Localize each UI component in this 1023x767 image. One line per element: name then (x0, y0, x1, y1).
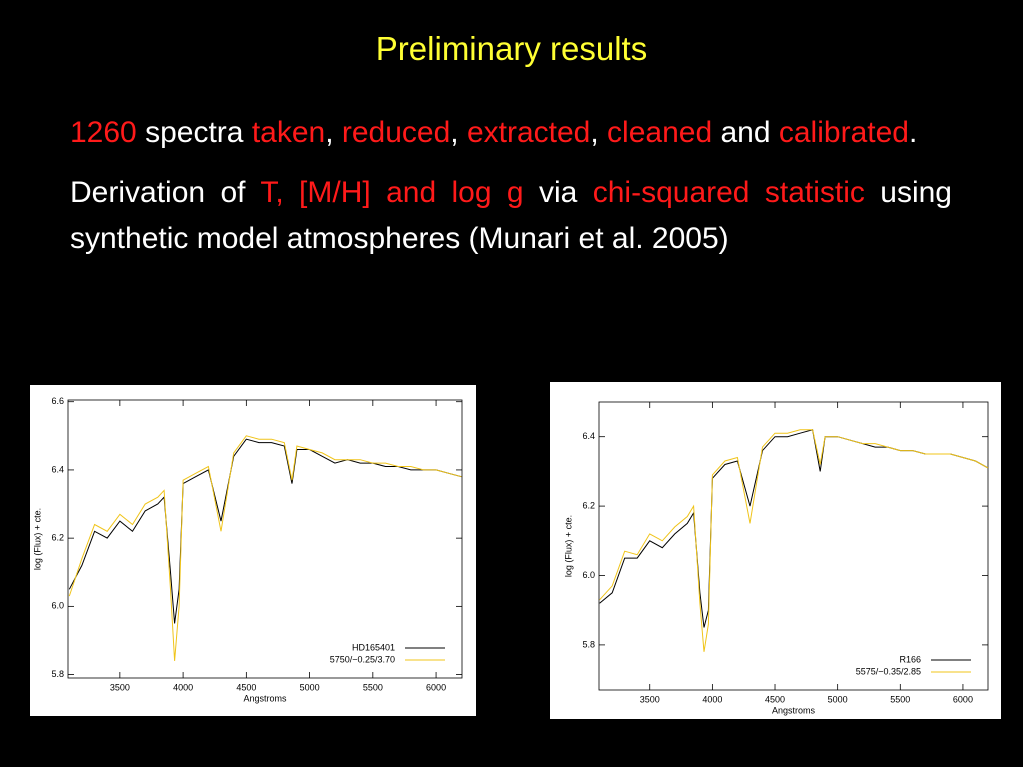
text-run: and (712, 116, 779, 149)
x-tick-label: 6000 (426, 682, 446, 692)
highlight: chi-squared statistic (592, 176, 865, 209)
paragraph: 1260 spectra taken, reduced, extracted, … (70, 110, 952, 156)
slide-title: Preliminary results (375, 30, 648, 67)
y-tick-label: 6.4 (51, 464, 64, 474)
x-tick-label: 3500 (640, 694, 660, 704)
text-run: Derivation of (70, 176, 261, 209)
x-tick-label: 3500 (110, 682, 130, 692)
x-tick-label: 4000 (702, 694, 722, 704)
x-tick-label: 4000 (173, 682, 193, 692)
y-axis-label: log (Flux) + cte. (563, 515, 573, 577)
x-tick-label: 4500 (765, 694, 785, 704)
spectrum-line (599, 429, 989, 652)
text-run: spectra (136, 116, 252, 149)
x-tick-label: 4500 (236, 682, 256, 692)
highlight: 1260 (70, 116, 137, 149)
chart: 3500 4000 4500 5000 5500 6000 5.8 6.0 6.2 6.4 6.6 A… (30, 385, 476, 716)
x-tick-label: 6000 (953, 694, 973, 704)
highlight: T, [M/H] and log g (260, 176, 524, 209)
y-tick-label: 6.0 (51, 601, 64, 611)
x-axis-label: Angstroms (243, 693, 287, 703)
text-run: using synthetic model atmospheres (Munar… (70, 176, 961, 255)
x-tick-label: 5000 (300, 682, 320, 692)
x-tick-label: 5000 (828, 694, 848, 704)
highlight: calibrated (778, 116, 909, 149)
highlight: extracted (466, 116, 591, 149)
y-tick-label: 6.2 (582, 500, 595, 510)
legend-label: 5575/−0.35/2.85 (856, 666, 921, 676)
y-tick-label: 6.6 (51, 396, 64, 406)
y-tick-label: 6.4 (582, 431, 595, 441)
chart: 3500 4000 4500 5000 5500 6000 5.8 6.0 6.2 6.4 Angs… (550, 382, 1001, 719)
y-tick-label: 6.2 (51, 533, 64, 543)
highlight: taken (251, 116, 326, 149)
plot-frame (67, 399, 463, 679)
plot-frame (598, 401, 989, 691)
text-run: , (590, 116, 608, 149)
legend-label: 5750/−0.25/3.70 (330, 654, 395, 664)
x-tick-label: 5500 (363, 682, 383, 692)
highlight: cleaned (607, 116, 713, 149)
legend-label: R166 (899, 654, 921, 664)
chart-background (30, 385, 476, 716)
text-run: via (523, 176, 593, 209)
text-run: . (908, 116, 918, 149)
y-tick-label: 6.0 (582, 570, 595, 580)
spectrum-line (68, 438, 462, 624)
chart-background (550, 382, 1001, 719)
text-run: , (450, 116, 467, 149)
x-tick-label: 5500 (890, 694, 910, 704)
legend-label: HD165401 (352, 642, 395, 652)
text-run: , (325, 116, 342, 149)
spectrum-line (68, 435, 462, 661)
y-tick-label: 5.8 (582, 639, 595, 649)
x-axis-label: Angstroms (772, 705, 816, 715)
highlight: reduced (341, 116, 451, 149)
y-axis-label: log (Flux) + cte. (32, 508, 42, 570)
paragraph: Derivation of T, [M/H] and log g via chi… (70, 170, 952, 262)
slide-text: 1260 spectra taken, reduced, extracted, … (70, 110, 952, 276)
y-tick-label: 5.8 (51, 669, 64, 679)
